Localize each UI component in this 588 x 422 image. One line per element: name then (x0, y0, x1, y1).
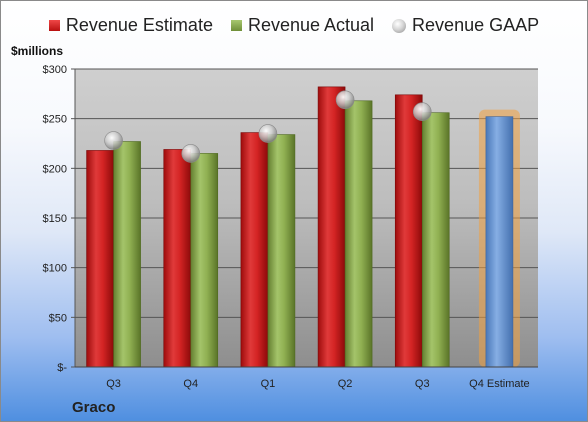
bar-revenue-estimate (394, 94, 423, 368)
point-revenue-gaap (258, 124, 278, 143)
x-tick-label: Q2 (338, 378, 353, 390)
bar-revenue-estimate (163, 149, 192, 368)
y-axis-unit-label: $millions (11, 44, 64, 58)
point-revenue-gaap (181, 144, 201, 163)
y-tick-label: $250 (43, 114, 67, 126)
bar-revenue-estimate (240, 132, 269, 368)
legend-label-estimate: Revenue Estimate (65, 15, 213, 35)
x-tick-label: Q3 (415, 378, 430, 390)
legend-item-actual: Revenue Actual (230, 15, 375, 36)
legend-swatch-estimate (48, 20, 60, 31)
bar-revenue-estimate (86, 150, 114, 368)
legend-swatch-gaap (392, 18, 407, 33)
x-tick-label: Q3 (106, 378, 121, 390)
bar-revenue-forecast (485, 116, 514, 368)
bar-revenue-estimate (317, 86, 346, 368)
y-tick-label: $300 (43, 64, 67, 76)
x-tick-label: Q4 (183, 378, 198, 390)
legend-swatch-actual (230, 20, 242, 31)
x-tick-label: Q4 Estimate (469, 378, 530, 390)
company-name: Graco (72, 399, 116, 416)
bar-revenue-actual (267, 134, 296, 368)
y-tick-label: $100 (43, 263, 67, 275)
point-revenue-gaap (104, 131, 123, 150)
point-revenue-gaap (335, 90, 355, 110)
legend: Revenue Estimate Revenue Actual Revenue … (1, 15, 587, 36)
legend-item-gaap: Revenue GAAP (392, 15, 539, 36)
bar-revenue-actual (421, 112, 450, 368)
y-tick-label: $200 (43, 163, 67, 175)
legend-label-gaap: Revenue GAAP (412, 15, 540, 35)
y-tick-label: $150 (43, 213, 67, 225)
point-revenue-gaap (412, 102, 432, 122)
bar-revenue-actual (190, 153, 219, 368)
legend-item-estimate: Revenue Estimate (48, 15, 213, 36)
x-tick-label: Q1 (261, 378, 276, 390)
legend-label-actual: Revenue Actual (247, 15, 375, 35)
bar-revenue-actual (113, 141, 141, 368)
bar-revenue-actual (344, 100, 373, 368)
y-tick-label: $50 (49, 312, 67, 324)
y-tick-label: $- (57, 362, 67, 374)
